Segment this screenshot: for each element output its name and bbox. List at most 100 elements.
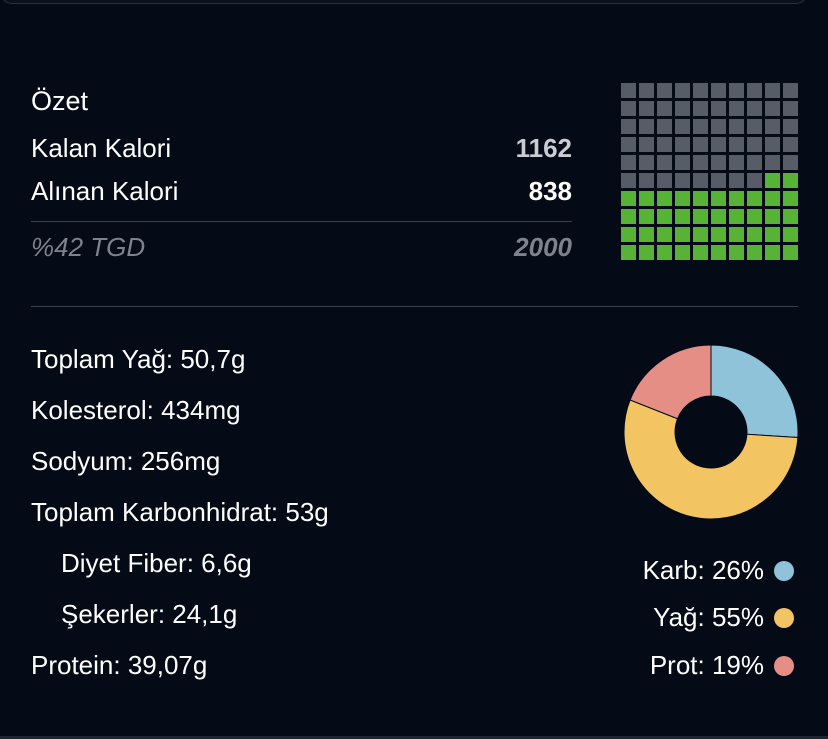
waffle-cell (639, 227, 654, 242)
waffle-cell (765, 101, 780, 116)
waffle-cell (729, 83, 744, 98)
waffle-cell (747, 137, 762, 152)
legend-label: Karb: 26% (642, 555, 764, 585)
waffle-cell (783, 209, 798, 224)
waffle-cell (765, 155, 780, 170)
waffle-cell (621, 155, 636, 170)
waffle-cell (675, 101, 690, 116)
waffle-cell (729, 119, 744, 134)
waffle-cell (639, 155, 654, 170)
waffle-cell (747, 209, 762, 224)
waffle-cell (675, 191, 690, 206)
nutrient-item: Toplam Yağ: 50,7g (31, 344, 246, 374)
waffle-cell (621, 173, 636, 188)
consumed-calories-value: 838 (528, 176, 572, 206)
waffle-cell (729, 137, 744, 152)
waffle-cell (783, 191, 798, 206)
waffle-cell (693, 245, 708, 260)
nutrient-item: Toplam Karbonhidrat: 53g (31, 497, 329, 527)
section-divider (31, 306, 798, 307)
waffle-cell (621, 227, 636, 242)
waffle-cell (729, 101, 744, 116)
legend-label: Prot: 19% (649, 650, 764, 680)
legend-item: Prot: 19% (650, 650, 794, 681)
legend-dot (774, 560, 794, 581)
waffle-cell (747, 227, 762, 242)
waffle-cell (639, 209, 654, 224)
waffle-cell (675, 83, 690, 98)
waffle-cell (729, 173, 744, 188)
waffle-cell (657, 173, 672, 188)
waffle-cell (693, 173, 708, 188)
waffle-cell (693, 101, 708, 116)
waffle-cell (639, 137, 654, 152)
nutrient-item: Kolesterol: 434mg (31, 395, 241, 425)
goal-calories-value: 2000 (514, 232, 572, 262)
waffle-cell (747, 101, 762, 116)
waffle-cell (711, 119, 726, 134)
waffle-cell (783, 101, 798, 116)
waffle-cell (675, 173, 690, 188)
legend-item: Karb: 26% (643, 555, 794, 586)
waffle-cell (747, 173, 762, 188)
waffle-cell (639, 173, 654, 188)
legend-dot (774, 607, 794, 628)
waffle-cell (747, 155, 762, 170)
nutrient-item: Protein: 39,07g (31, 650, 208, 680)
waffle-cell (765, 227, 780, 242)
waffle-cell (747, 191, 762, 206)
consumed-calories-label: Alınan Kalori (31, 176, 179, 206)
waffle-cell (765, 245, 780, 260)
donut-slice-karb (710, 344, 799, 438)
waffle-cell (657, 155, 672, 170)
waffle-cell (765, 83, 780, 98)
waffle-cell (765, 173, 780, 188)
waffle-cell (711, 209, 726, 224)
waffle-cell (747, 83, 762, 98)
legend-item: Yağ: 55% (653, 602, 794, 633)
waffle-cell (621, 119, 636, 134)
waffle-cell (729, 227, 744, 242)
waffle-cell (765, 191, 780, 206)
waffle-cell (657, 191, 672, 206)
waffle-cell (711, 191, 726, 206)
waffle-cell (711, 83, 726, 98)
waffle-cell (711, 101, 726, 116)
waffle-cell (639, 119, 654, 134)
waffle-cell (693, 191, 708, 206)
waffle-cell (783, 245, 798, 260)
waffle-cell (693, 209, 708, 224)
waffle-cell (657, 101, 672, 116)
nutrient-item: Diyet Fiber: 6,6g (61, 548, 252, 578)
waffle-cell (621, 191, 636, 206)
waffle-cell (783, 173, 798, 188)
waffle-cell (783, 137, 798, 152)
waffle-cell (621, 83, 636, 98)
summary-divider (31, 221, 572, 222)
waffle-cell (765, 119, 780, 134)
waffle-cell (783, 227, 798, 242)
waffle-cell (675, 245, 690, 260)
waffle-cell (657, 209, 672, 224)
waffle-cell (765, 137, 780, 152)
waffle-cell (729, 155, 744, 170)
waffle-cell (711, 245, 726, 260)
waffle-cell (783, 83, 798, 98)
waffle-cell (639, 101, 654, 116)
waffle-cell (747, 119, 762, 134)
waffle-cell (657, 83, 672, 98)
waffle-cell (693, 227, 708, 242)
waffle-cell (621, 137, 636, 152)
waffle-cell (621, 101, 636, 116)
donut-slice-yağ (623, 399, 799, 520)
waffle-cell (693, 83, 708, 98)
waffle-cell (621, 209, 636, 224)
remaining-calories-label: Kalan Kalori (31, 133, 172, 163)
waffle-cell (675, 119, 690, 134)
macro-donut-chart (623, 344, 799, 520)
waffle-cell (711, 173, 726, 188)
waffle-cell (783, 119, 798, 134)
waffle-cell (693, 119, 708, 134)
waffle-cell (657, 245, 672, 260)
